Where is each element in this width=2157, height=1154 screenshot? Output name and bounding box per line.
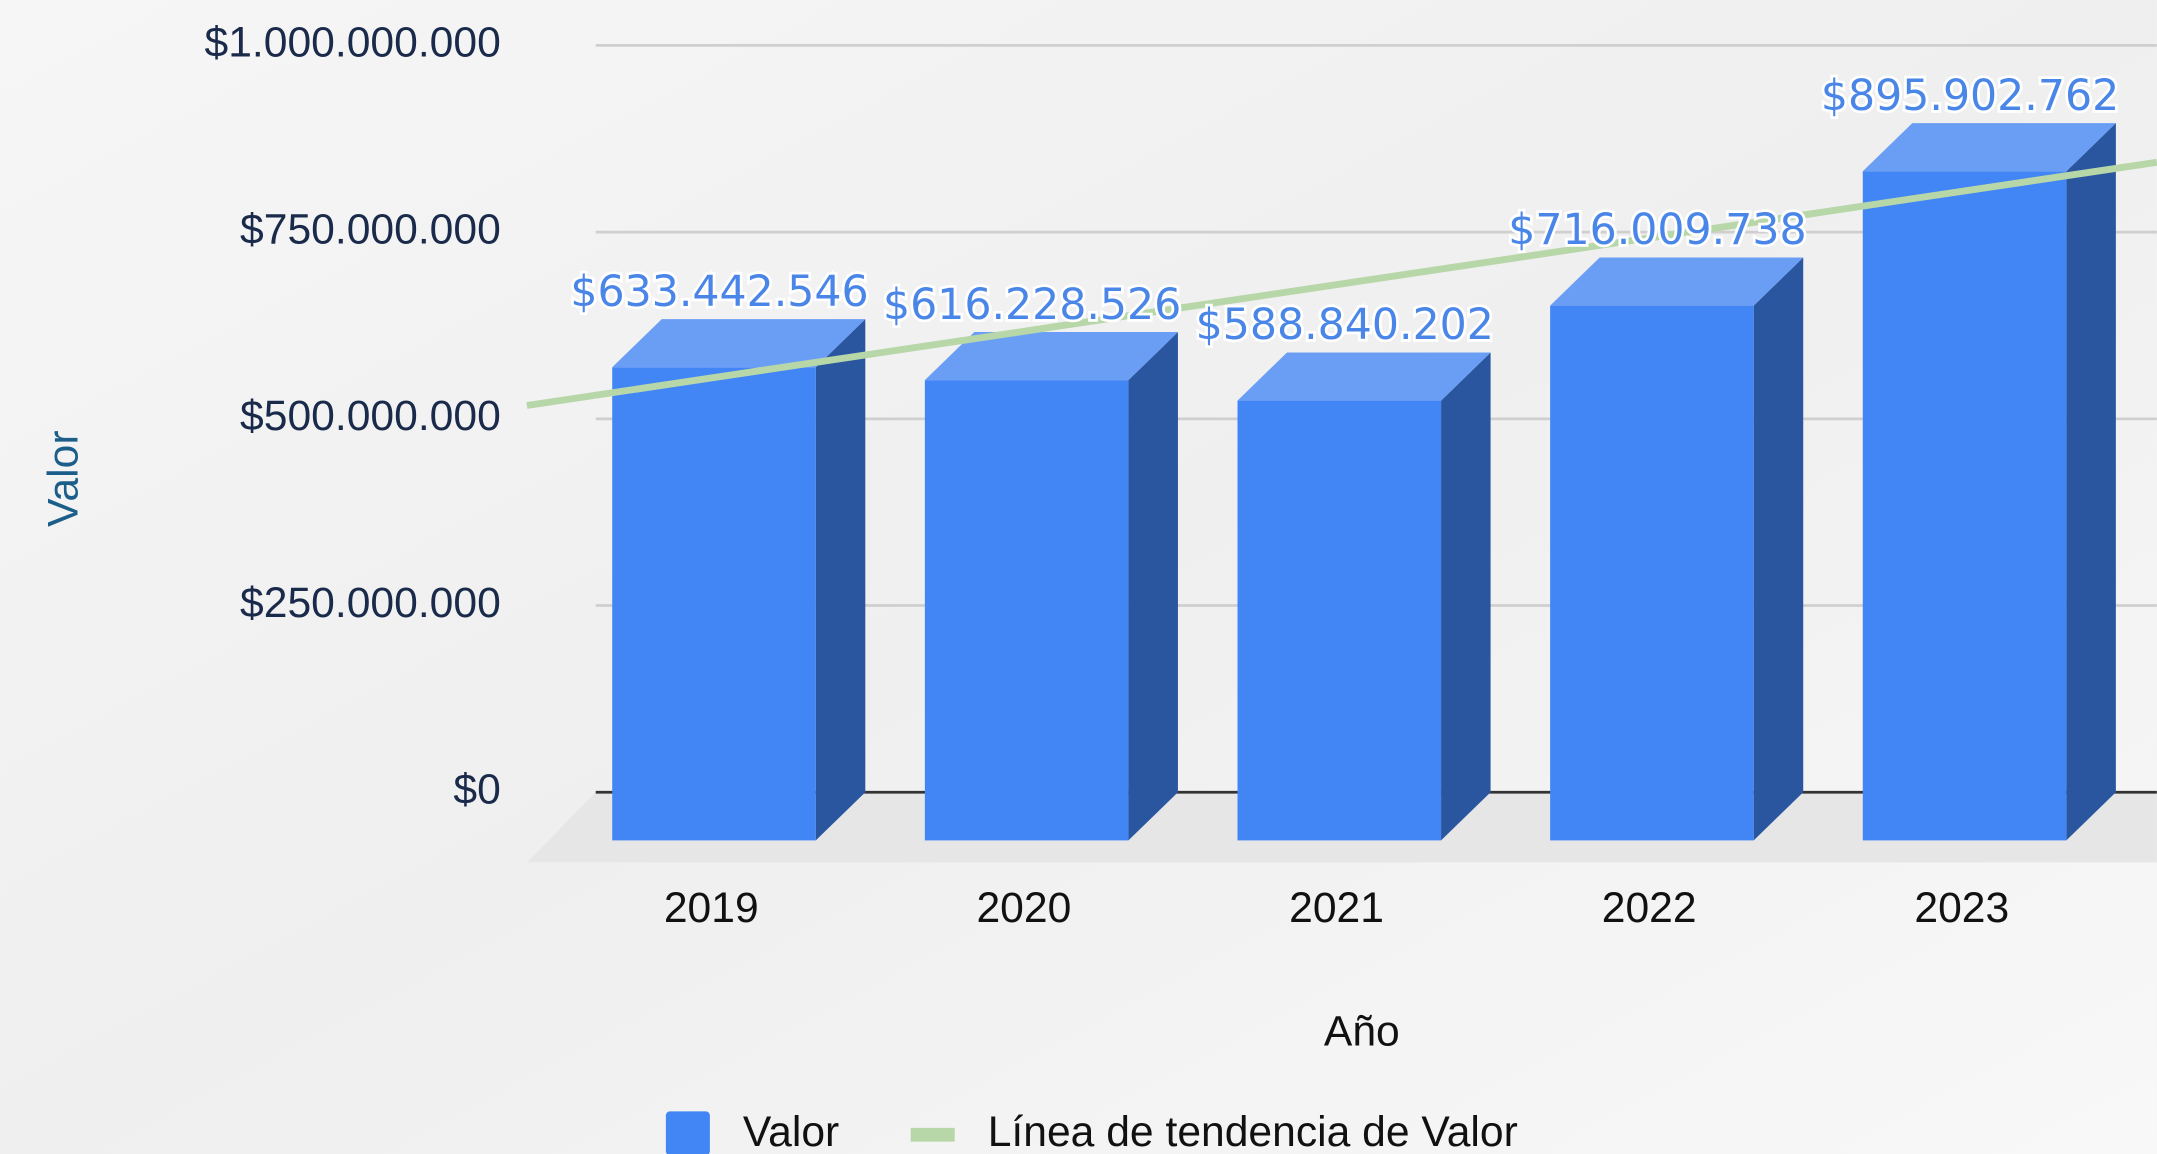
x-tick-label: 2022 xyxy=(1602,884,1697,932)
bar xyxy=(612,367,816,841)
bar-side xyxy=(1441,352,1491,841)
data-label: $588.840.202 xyxy=(1196,300,1494,350)
y-axis-title: Valor xyxy=(39,430,87,526)
legend-swatch xyxy=(665,1111,710,1154)
data-label: $633.442.546 xyxy=(570,267,868,317)
x-tick-label: 2019 xyxy=(664,884,759,932)
bar xyxy=(1237,400,1442,841)
y-tick-label: $1.000.000.000 xyxy=(205,19,501,67)
bar-top xyxy=(1550,257,1804,306)
bar xyxy=(924,380,1129,841)
y-tick-label: $500.000.000 xyxy=(240,392,501,440)
x-tick-label: 2023 xyxy=(1914,884,2009,932)
bar xyxy=(1550,305,1754,841)
x-tick-label: 2020 xyxy=(976,884,1071,932)
data-label: $616.228.526 xyxy=(883,280,1181,330)
bar-side xyxy=(1753,257,1804,841)
legend-swatch xyxy=(910,1127,955,1142)
legend-label: Valor xyxy=(743,1108,839,1154)
y-tick-label: $250.000.000 xyxy=(240,579,501,627)
x-tick-label: 2021 xyxy=(1289,884,1384,932)
data-label: $895.902.762 xyxy=(1821,71,2119,121)
bar-top xyxy=(1862,123,2116,172)
y-tick-label: $0 xyxy=(453,766,500,814)
data-label: $716.009.738 xyxy=(1508,205,1806,255)
trendline xyxy=(526,158,2157,409)
bar-side xyxy=(2066,123,2116,841)
bar-top xyxy=(924,332,1178,381)
y-tick-label: $750.000.000 xyxy=(240,205,501,253)
bar-side xyxy=(815,319,866,841)
bar-side xyxy=(1128,332,1178,841)
bar-top xyxy=(612,319,866,368)
bar xyxy=(1862,171,2067,841)
legend-label: Línea de tendencia de Valor xyxy=(988,1108,1518,1154)
bar-top xyxy=(1237,352,1491,401)
x-axis-title: Año xyxy=(1324,1008,1400,1056)
